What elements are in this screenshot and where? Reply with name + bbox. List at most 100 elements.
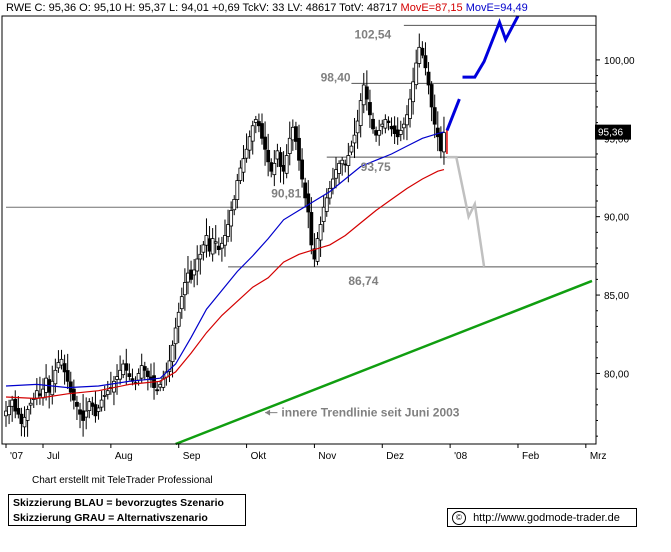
candle-body	[7, 405, 11, 416]
candle-body	[115, 376, 119, 380]
candle-body	[75, 401, 79, 407]
candle-body	[386, 120, 391, 124]
candle	[414, 49, 419, 90]
candle	[16, 396, 21, 419]
candle-body	[139, 365, 144, 379]
candle-body	[192, 269, 197, 276]
candle	[192, 259, 197, 288]
candle	[244, 133, 249, 163]
copyright-icon: ©	[452, 511, 466, 525]
candle-body	[244, 148, 249, 159]
candle	[349, 140, 354, 156]
candle	[321, 195, 326, 233]
candle-body	[374, 130, 379, 136]
candle-body	[65, 370, 70, 382]
candle	[297, 124, 301, 171]
candle	[266, 133, 271, 177]
candle	[127, 363, 132, 381]
candle-body	[10, 399, 15, 407]
quote-text: RWE C: 95,36 O: 95,10 H: 95,37 L: 94,01 …	[6, 2, 398, 14]
axes: 100,00 95,00 90,00 85,00 80,00 '07 Jul Aug Sep Ok…	[1, 15, 635, 462]
candle	[405, 105, 409, 141]
candle-body	[161, 377, 166, 388]
x-tick-label: Mrz	[590, 451, 607, 462]
candle-body	[398, 130, 403, 135]
candle-body	[186, 272, 190, 283]
candle-body	[426, 71, 431, 86]
candle-body	[127, 373, 132, 377]
candle-body	[321, 206, 326, 222]
source-url[interactable]: http://www.godmode-trader.de	[473, 511, 620, 524]
candle	[195, 245, 200, 286]
candle	[13, 390, 18, 419]
candle-body	[78, 409, 82, 415]
candle-body	[423, 55, 428, 69]
candle-body	[290, 126, 295, 141]
candle	[318, 216, 323, 257]
candle-body	[87, 401, 92, 411]
candle-body	[62, 363, 67, 373]
move-blue-label: MovE=94,49	[465, 2, 528, 14]
y-tick-label: 85,00	[604, 291, 629, 302]
candle	[420, 41, 425, 59]
scenario-blue-1	[445, 98, 461, 131]
candle-body	[22, 416, 27, 428]
candle-body	[358, 100, 363, 126]
candle-body	[226, 224, 230, 237]
candle-body	[324, 197, 329, 212]
plot-frame	[1, 15, 597, 445]
candle-body	[318, 224, 323, 241]
candle-body	[238, 167, 243, 181]
candle-body	[84, 410, 89, 418]
candle-body	[19, 413, 24, 425]
candle-body	[327, 188, 332, 199]
candle-body	[158, 384, 163, 388]
candle-body	[352, 134, 357, 144]
legend-blue: Skizzierung BLAU = bevorzugtes Szenario	[13, 497, 224, 509]
trendline-layer	[175, 279, 593, 446]
candle	[50, 365, 55, 405]
candle	[368, 89, 372, 128]
candle-body	[349, 145, 354, 153]
candle-body	[207, 238, 212, 252]
candle	[210, 228, 215, 262]
x-tick-label: Jul	[47, 451, 60, 462]
candle	[99, 390, 104, 412]
scenario-blue-2	[462, 15, 520, 79]
candle-body	[364, 86, 369, 100]
candle-body	[219, 242, 224, 249]
candle-body	[435, 127, 440, 138]
candle	[327, 180, 332, 205]
candle	[401, 117, 406, 140]
last-price-label: 95,36	[598, 128, 623, 139]
candle-body	[121, 363, 126, 376]
candle-body	[241, 158, 246, 173]
candle-body	[315, 238, 320, 262]
legend-grey: Skizzierung GRAU = Alternativszenario	[13, 512, 208, 524]
candle	[294, 121, 298, 151]
trendline-annotation: innere Trendlinie seit Juni 2003	[281, 406, 459, 420]
candle-body	[232, 199, 237, 211]
candle-body	[28, 402, 33, 406]
candle-body	[284, 155, 289, 174]
candle-body	[50, 380, 55, 396]
candle-body	[229, 210, 234, 227]
candle	[432, 94, 437, 139]
candle	[223, 219, 227, 257]
x-tick-label: Dez	[386, 451, 404, 462]
candle	[346, 142, 351, 183]
candle	[398, 120, 403, 142]
source-box[interactable]: © http://www.godmode-trader.de	[447, 508, 637, 527]
candle	[173, 317, 178, 360]
candle-body	[395, 129, 400, 138]
candle	[408, 88, 412, 128]
candle-body	[287, 137, 292, 154]
candle-body	[13, 398, 18, 412]
candle-body	[38, 393, 42, 396]
candle	[352, 117, 357, 159]
candle	[260, 113, 264, 145]
x-tick-label: Aug	[115, 451, 133, 462]
candle-body	[189, 269, 193, 280]
candle-body	[145, 370, 150, 377]
candle-body	[182, 282, 187, 296]
